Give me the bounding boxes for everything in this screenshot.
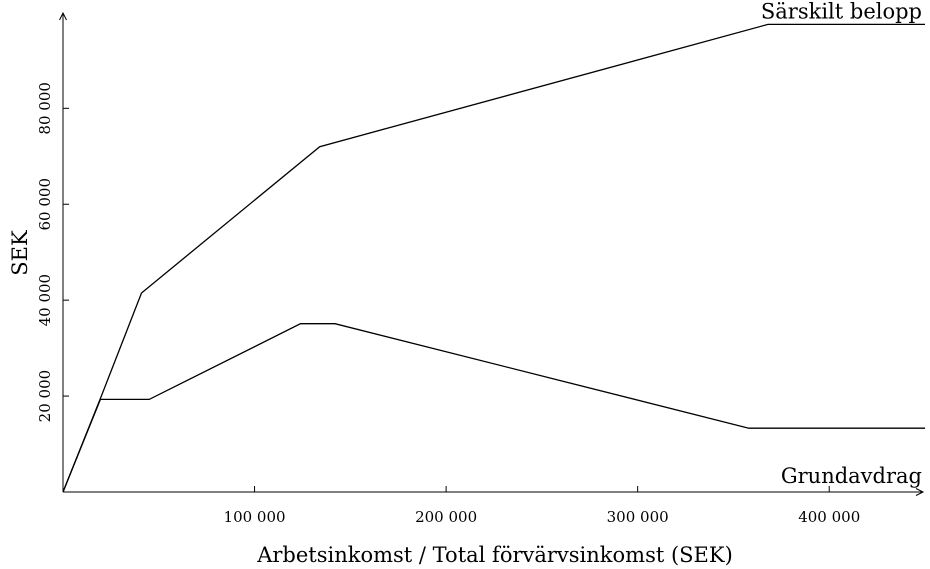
series-labels: Särskilt belopp Grundavdrag <box>761 0 922 488</box>
series-line-2 <box>62 323 925 493</box>
series-label-1: Särskilt belopp <box>761 0 922 23</box>
y-axis-arrow-icon <box>59 11 67 21</box>
series-lines <box>62 23 925 493</box>
axes <box>59 11 925 496</box>
x-axis-label: Arbetsinkomst / Total förvärvsinkomst (S… <box>256 543 733 567</box>
x-tick-label: 400 000 <box>798 508 860 526</box>
series-label-2: Grundavdrag <box>781 464 922 488</box>
x-tick-label: 200 000 <box>415 508 477 526</box>
x-tick-label: 300 000 <box>607 508 669 526</box>
y-tick-label: 40 000 <box>36 274 54 327</box>
x-axis-arrow-icon <box>915 488 925 496</box>
x-tick-label: 100 000 <box>224 508 286 526</box>
y-tick-label: 80 000 <box>36 82 54 135</box>
series-line-1 <box>62 23 925 493</box>
y-axis-label: SEK <box>8 230 32 276</box>
y-tick-label: 60 000 <box>36 178 54 231</box>
y-tick-label: 20 000 <box>36 370 54 423</box>
ticks: 100 000 200 000 300 000 400 000 20 000 40 000… <box>36 82 860 526</box>
